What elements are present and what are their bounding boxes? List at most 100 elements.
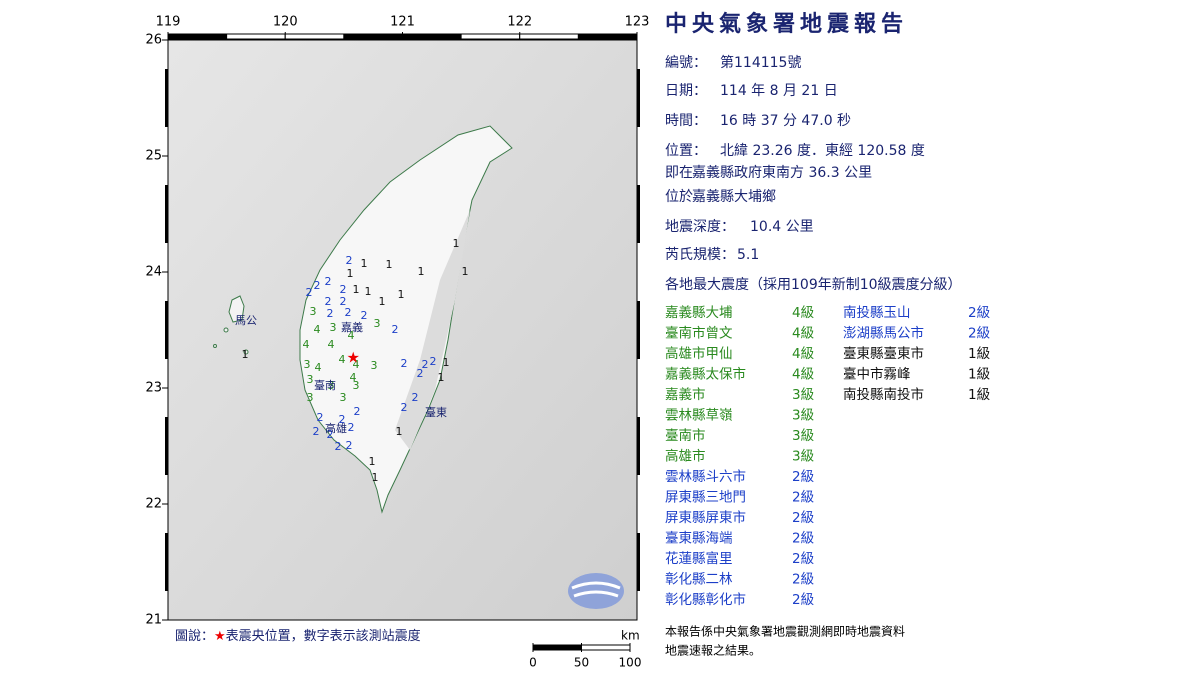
info-label: 時間： [665, 113, 707, 129]
lat-tick-label: 22 [145, 497, 162, 512]
lat-bar [637, 533, 640, 591]
station-intensity: 4 [350, 371, 357, 384]
station-intensity: 3 [310, 305, 317, 318]
scale-label: 0 [529, 656, 537, 670]
note-line: 地震速報之結果。 [665, 644, 761, 658]
lon-bar [167, 33, 228, 40]
lon-bar [460, 33, 521, 40]
info-label: 即在 [665, 165, 693, 181]
info-value: 北緯 23.26 度．東經 120.58 度 [720, 143, 925, 159]
scale-bar [532, 644, 582, 651]
info-value: 114 年 8 月 21 日 [720, 83, 838, 99]
station-level: 3級 [792, 428, 815, 444]
station-intensity: 1 [438, 371, 445, 384]
station-name: 嘉義市 [665, 386, 706, 403]
lat-tick-label: 26 [145, 33, 162, 48]
station-intensity: 1 [453, 237, 460, 250]
lon-bar [519, 33, 579, 40]
mountain-shade [395, 210, 470, 450]
info-label: 位置： [665, 143, 707, 159]
station-intensity: 3 [330, 321, 337, 334]
station-intensity: 2 [422, 358, 429, 371]
station-intensity: 4 [315, 361, 322, 374]
station-name: 彰化縣二林 [665, 571, 733, 588]
info-value: 10.4 公里 [750, 219, 814, 235]
station-level: 2級 [792, 490, 815, 506]
station-intensity: 1 [353, 283, 360, 296]
place-label: 臺東 [425, 405, 447, 419]
station-intensity: 2 [340, 295, 347, 308]
station-intensity: 1 [396, 425, 403, 438]
station-intensity: 4 [348, 329, 355, 342]
station-intensity: 2 [325, 275, 332, 288]
station-intensity: 2 [313, 425, 320, 438]
logo [568, 573, 624, 609]
station-intensity: 1 [418, 265, 425, 278]
info-label: 日期： [665, 83, 707, 99]
station-intensity: 4 [303, 338, 310, 351]
station-intensity: 3 [307, 373, 314, 386]
station-intensity: 1 [443, 356, 450, 369]
station-level: 4級 [792, 305, 815, 321]
info-label: 編號： [665, 55, 707, 71]
legend-star: ★ [214, 629, 226, 644]
station-intensity: 1 [379, 295, 386, 308]
station-level: 2級 [968, 326, 991, 342]
lat-bar [637, 417, 640, 475]
lon-tick-label: 120 [273, 15, 298, 30]
station-intensity: 3 [328, 379, 335, 392]
station-intensity: 3 [371, 359, 378, 372]
station-intensity: 2 [346, 254, 353, 267]
station-level: 1級 [968, 367, 991, 383]
title: 中央氣象署地震報告 [665, 11, 908, 37]
lon-bar [284, 33, 345, 40]
station-level: 2級 [792, 531, 815, 547]
station-level: 1級 [968, 387, 991, 403]
lon-tick-label: 123 [625, 15, 650, 30]
info-label: 地震深度： [665, 219, 735, 235]
station-intensity: 1 [369, 455, 376, 468]
station-name: 屏東縣三地門 [665, 490, 746, 506]
lon-tick-label: 122 [507, 15, 532, 30]
station-level: 1級 [968, 346, 991, 362]
station-intensity: 2 [361, 309, 368, 322]
intensity-title: 各地最大震度（採用109年新制10級震度分級） [665, 277, 962, 293]
station-intensity: 2 [345, 306, 352, 319]
station-level: 2級 [792, 551, 815, 567]
station-intensity: 2 [354, 405, 361, 418]
info-label: 位於 [665, 189, 693, 205]
station-intensity: 1 [242, 348, 249, 361]
info-value: 第114115號 [720, 54, 801, 71]
station-intensity: 4 [328, 338, 335, 351]
station-name: 雲林縣草嶺 [665, 408, 733, 424]
scale-label: 50 [574, 656, 589, 670]
station-intensity: 1 [372, 471, 379, 484]
station-name: 花蓮縣富里 [665, 550, 733, 567]
lat-tick-label: 21 [145, 613, 162, 628]
station-level: 4級 [792, 367, 815, 383]
lat-tick-label: 25 [145, 149, 162, 164]
legend: 圖說：★表震央位置，數字表示該測站震度 [175, 628, 421, 644]
lon-bar [402, 33, 462, 40]
station-intensity: 2 [335, 440, 342, 453]
scale-label: 100 [619, 656, 642, 670]
station-intensity: 2 [392, 323, 399, 336]
station-level: 4級 [792, 326, 815, 342]
station-intensity: 2 [340, 283, 347, 296]
lat-bar [165, 301, 168, 359]
station-intensity: 2 [401, 401, 408, 414]
station-name: 高雄市甲仙 [665, 345, 733, 362]
legend-prefix: 圖說： [175, 628, 214, 644]
lat-bar [637, 185, 640, 243]
place-label: 馬公 [235, 314, 257, 327]
station-level: 3級 [792, 449, 815, 465]
lat-bar [637, 69, 640, 127]
station-intensity: 4 [339, 353, 346, 366]
lat-bar [637, 301, 640, 359]
station-intensity: 3 [307, 391, 314, 404]
station-level: 2級 [792, 572, 815, 588]
station-level: 4級 [792, 346, 815, 362]
station-level: 2級 [792, 510, 815, 526]
place-label: 臺南 [314, 378, 336, 392]
station-intensity: 2 [417, 367, 424, 380]
